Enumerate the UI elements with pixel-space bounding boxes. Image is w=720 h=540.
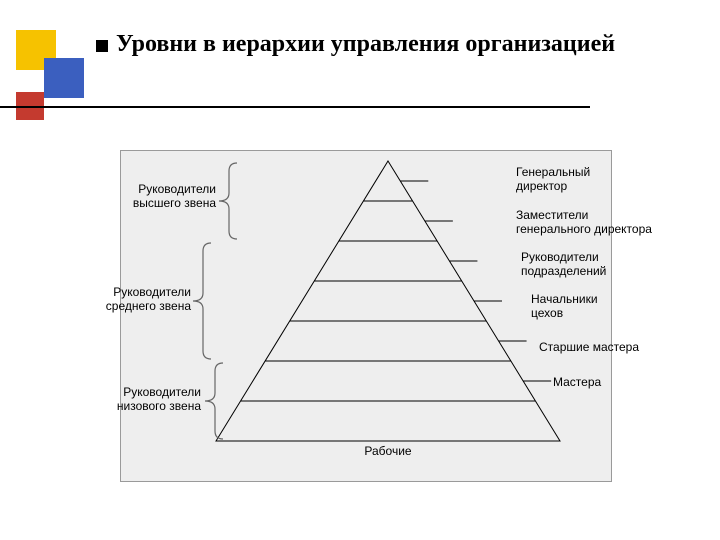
title-underline	[0, 106, 590, 108]
pyramid-bottom-label: Рабочие	[353, 444, 423, 458]
pyramid-right-label-0: Генеральный директор	[516, 166, 636, 194]
pyramid-left-label-0: Руководители высшего звена	[116, 183, 216, 211]
pyramid-right-label-5: Мастера	[553, 376, 633, 390]
page-title: Уровни в иерархии управления организацие…	[116, 30, 616, 59]
pyramid-left-label-1: Руководители среднего звена	[91, 286, 191, 314]
slide: Уровни в иерархии управления организацие…	[0, 0, 720, 540]
pyramid-right-label-4: Старшие мастера	[539, 341, 649, 355]
pyramid-right-label-1: Заместители генерального директора	[516, 209, 666, 237]
pyramid-left-label-2: Руководители низового звена	[101, 386, 201, 414]
title-bullet-icon	[96, 40, 108, 52]
pyramid-right-label-2: Руководители подразделений	[521, 251, 651, 279]
diagram-panel: Генеральный директорЗаместители генераль…	[120, 150, 612, 482]
pyramid-right-label-3: Начальники цехов	[531, 293, 641, 321]
decor-square-1	[44, 58, 84, 98]
